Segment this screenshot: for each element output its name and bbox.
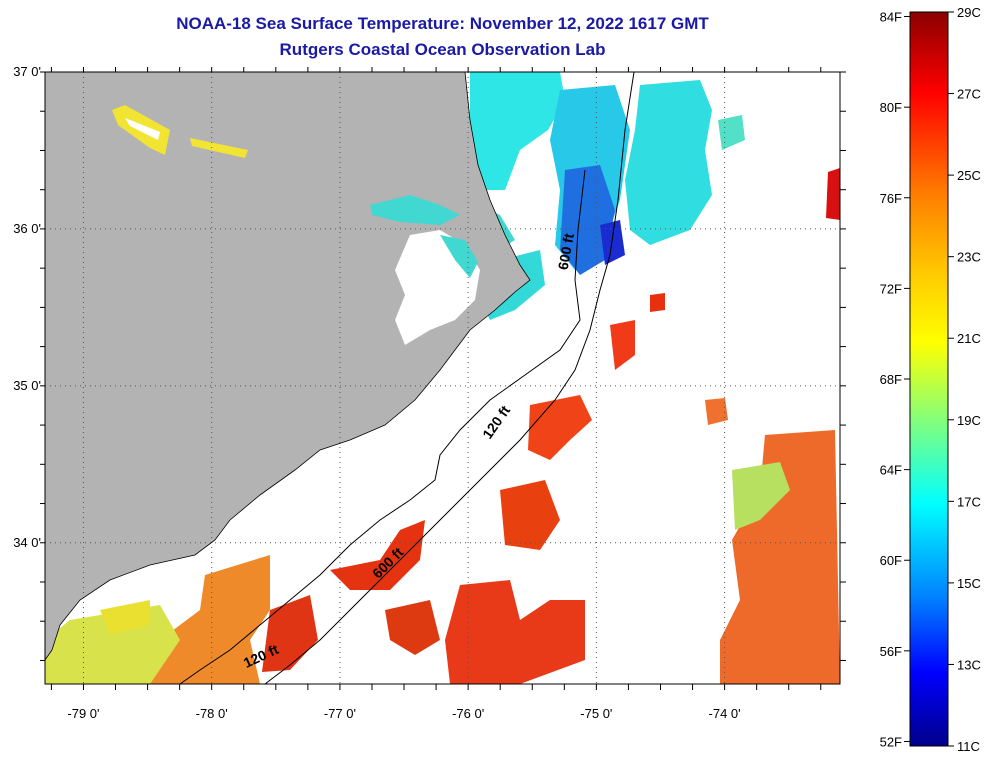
sst-patch-red-west (385, 600, 440, 655)
lat-tick-label: 35 0' (13, 378, 41, 393)
colorbar-f-label: 84F (880, 10, 902, 25)
sst-patch-blue-mid (560, 165, 615, 275)
lake-patch-3 (190, 138, 248, 158)
colorbar-f-label: 52F (880, 734, 902, 749)
gridlines (45, 72, 840, 684)
colorbar-c-label: 19C (957, 413, 981, 428)
colorbar-c-label: 29C (957, 5, 981, 20)
sst-patch-cyan-east (625, 80, 712, 245)
colorbar-c-label: 17C (957, 494, 981, 509)
lon-tick-label: -77 0' (324, 706, 356, 721)
sst-patch-orange-south-west (150, 555, 270, 684)
colorbar-f-label: 64F (880, 463, 902, 478)
axis-labels: -79 0' -78 0' -77 0' -76 0' -75 0' -74 0' 37 0… (13, 64, 740, 721)
colorbar-f-label: 80F (880, 100, 902, 115)
sst-patch-red-south (445, 580, 585, 684)
contour-label: 600 ft (555, 232, 577, 271)
sst-patch-cyan-north (470, 72, 565, 190)
sst-patch-red-mid (330, 520, 425, 590)
lat-tick-label: 34 0' (13, 535, 41, 550)
colorbar-c-label: 23C (957, 250, 981, 265)
map-frame (44, 71, 841, 685)
sst-patch-orange-small (705, 398, 728, 425)
inland-lakes (112, 105, 248, 158)
sst-patch-cyan-small (718, 115, 745, 150)
sst-patch-red-mid2 (500, 480, 560, 550)
lat-tick-label: 36 0' (13, 221, 41, 236)
map-subtitle: Rutgers Coastal Ocean Observation Lab (279, 40, 606, 59)
lon-tick-label: -75 0' (580, 706, 612, 721)
sst-patches (45, 72, 840, 684)
colorbar-f-label: 72F (880, 281, 902, 296)
colorbar-f-label: 68F (880, 372, 902, 387)
sst-patch-red-1 (610, 320, 635, 370)
colorbar-f-label: 56F (880, 644, 902, 659)
colorbar-c-label: 27C (957, 87, 981, 102)
coastline (45, 72, 531, 661)
colorbar-c-label: 15C (957, 576, 981, 591)
colorbar-c-label: 13C (957, 657, 981, 672)
lon-tick-label: -76 0' (452, 706, 484, 721)
colorbar-c-label: 11C (957, 739, 980, 754)
colorbar-labels: 84F 80F 76F 72F 68F 64F 60F 56F 52F 29C 27C 25C 23C 2… (880, 5, 981, 754)
sst-patch-orange-east (720, 430, 840, 684)
sst-patch-red-3 (528, 395, 592, 460)
colorbar (909, 11, 949, 747)
axis-ticks (40, 67, 846, 690)
sst-patch-red-2 (650, 293, 665, 312)
map-title: NOAA-18 Sea Surface Temperature: Novembe… (176, 14, 709, 33)
sst-patch-yellow-sw2 (100, 600, 150, 635)
colorbar-c-label: 25C (957, 168, 981, 183)
lat-tick-label: 37 0' (13, 64, 41, 79)
sst-patch-red-edge (826, 168, 840, 220)
colorbar-f-label: 76F (880, 191, 902, 206)
lon-tick-label: -79 0' (67, 706, 99, 721)
colorbar-f-label: 60F (880, 553, 902, 568)
contour-600ft (264, 72, 635, 684)
sst-patch-green-east (732, 462, 790, 530)
sst-patch-blue-dark (600, 220, 625, 265)
lake-patch-2 (125, 118, 160, 140)
lon-tick-label: -78 0' (196, 706, 228, 721)
contour-120ft (179, 169, 586, 684)
lon-tick-label: -74 0' (709, 706, 741, 721)
albemarle-sound (370, 195, 460, 225)
colorbar-c-label: 21C (957, 331, 981, 346)
